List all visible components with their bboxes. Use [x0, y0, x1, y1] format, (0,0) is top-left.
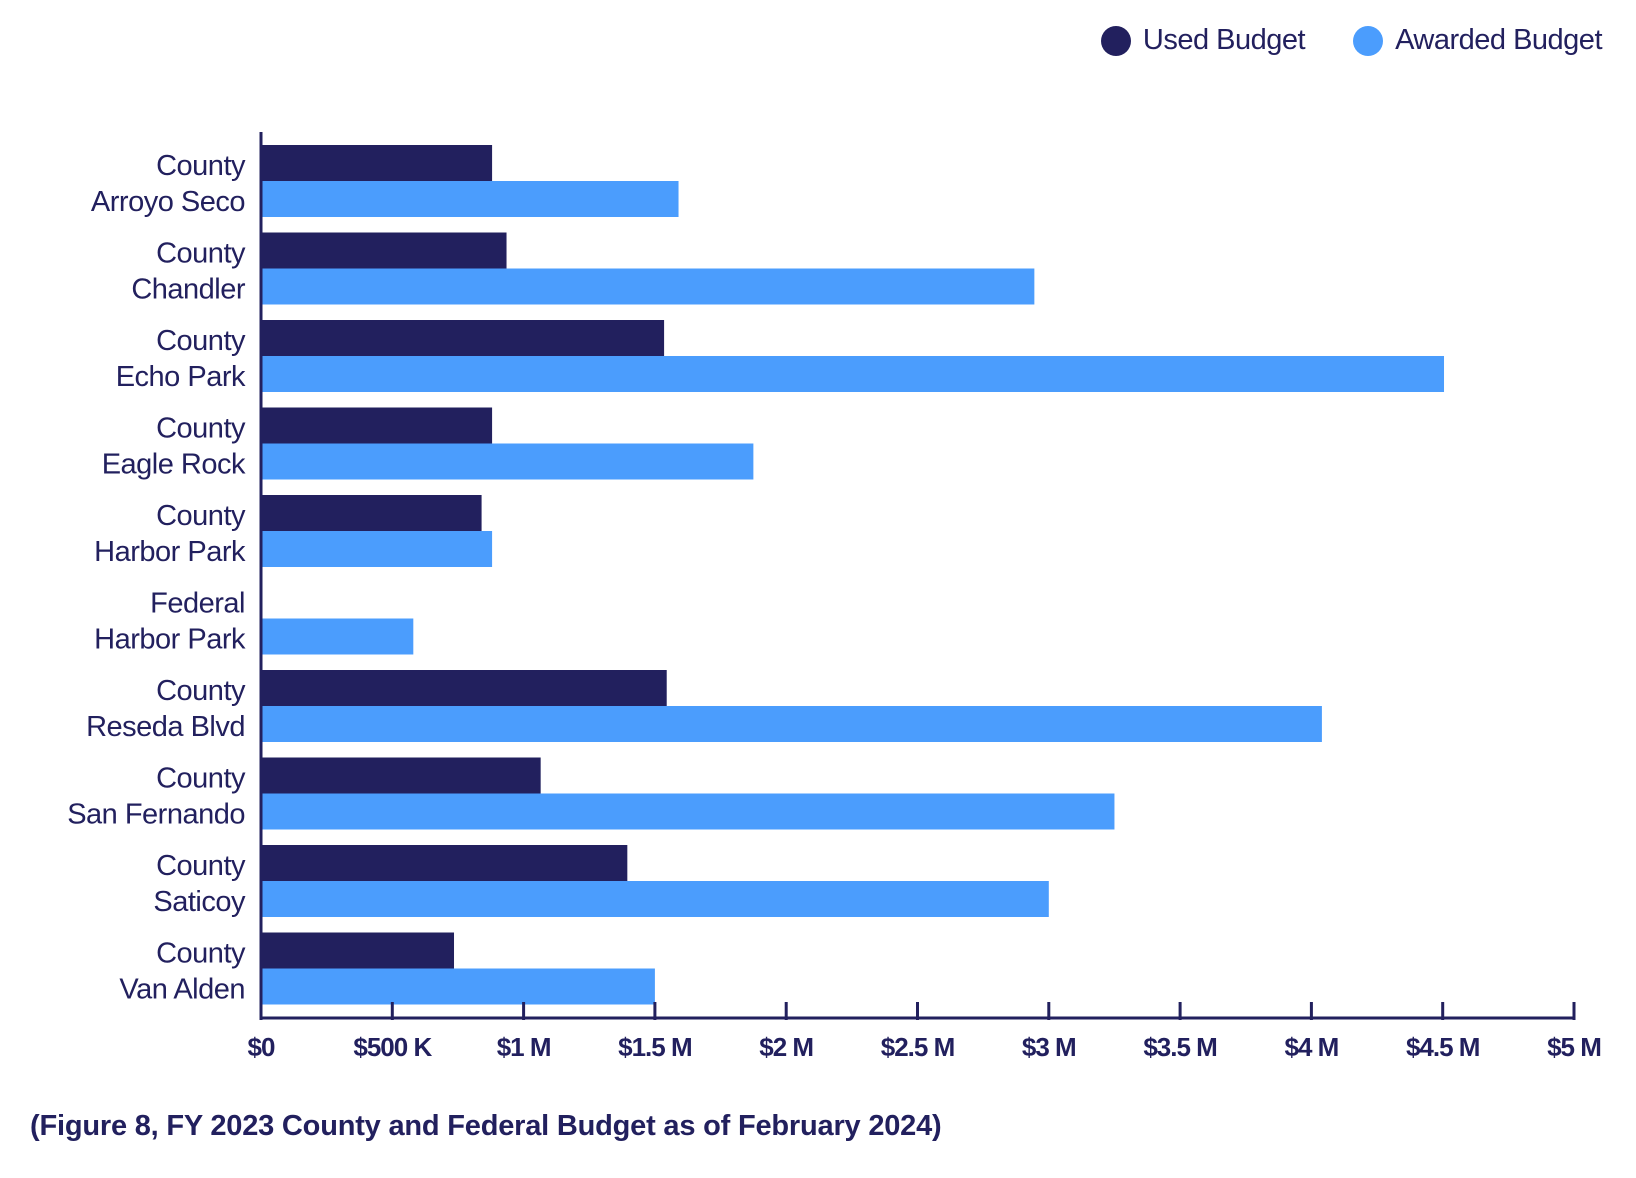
x-tick-label-10: $5 M — [1547, 1032, 1601, 1062]
category-label-0-line-1: County — [156, 150, 246, 182]
category-label-9-line-1: County — [156, 938, 246, 970]
awarded-budget-bar-4 — [261, 531, 493, 567]
legend-item-awarded: Awarded Budget — [1353, 24, 1602, 57]
category-label-9-line-2: Van Alden — [119, 974, 245, 1006]
category-label-4-line-2: Harbor Park — [94, 536, 246, 568]
used-budget-bar-0 — [261, 145, 493, 181]
used-budget-bar-8 — [261, 845, 628, 881]
used-budget-bar-2 — [261, 320, 665, 356]
category-label-1-line-2: Chandler — [131, 274, 246, 306]
used-budget-bar-9 — [261, 932, 455, 969]
category-label-8-line-1: County — [156, 850, 246, 882]
awarded-budget-bar-2 — [261, 356, 1445, 392]
category-label-0-line-2: Arroyo Seco — [91, 186, 245, 218]
x-tick-label-7: $3.5 M — [1143, 1032, 1217, 1062]
x-tick-label-0: $0 — [248, 1032, 275, 1062]
category-label-1-line-1: County — [156, 238, 246, 270]
awarded-budget-bar-1 — [261, 268, 1035, 305]
category-label-6-line-2: Reseda Blvd — [86, 711, 245, 743]
x-tick-label-5: $2.5 M — [881, 1032, 955, 1062]
awarded-budget-bar-7 — [261, 793, 1115, 830]
figure-caption: (Figure 8, FY 2023 County and Federal Bu… — [30, 1110, 942, 1142]
used-budget-bar-7 — [261, 757, 541, 794]
category-label-7-line-2: San Fernando — [67, 799, 245, 831]
category-label-5-line-1: Federal — [150, 588, 245, 620]
category-label-2-line-2: Echo Park — [116, 361, 246, 393]
awarded-budget-bar-3 — [261, 443, 754, 480]
category-label-8-line-2: Saticoy — [153, 886, 246, 918]
awarded-budget-bar-6 — [261, 706, 1322, 742]
category-label-5-line-2: Harbor Park — [94, 624, 246, 656]
legend-swatch-awarded — [1353, 25, 1384, 56]
category-label-4-line-1: County — [156, 500, 246, 532]
awarded-budget-bar-9 — [261, 968, 655, 1005]
used-budget-bar-4 — [261, 495, 482, 531]
legend-label-awarded: Awarded Budget — [1395, 24, 1602, 56]
awarded-budget-bar-8 — [261, 881, 1049, 917]
legend-swatch-used — [1100, 25, 1131, 56]
used-budget-bar-6 — [261, 670, 667, 706]
awarded-budget-bar-0 — [261, 181, 679, 217]
awarded-budget-bar-5 — [261, 618, 414, 655]
legend-label-used: Used Budget — [1142, 24, 1306, 56]
x-tick-label-1: $500 K — [353, 1032, 432, 1062]
x-tick-label-8: $4 M — [1284, 1032, 1338, 1062]
x-tick-label-9: $4.5 M — [1406, 1032, 1480, 1062]
category-label-7-line-1: County — [156, 763, 246, 795]
x-tick-label-6: $3 M — [1022, 1032, 1076, 1062]
x-tick-label-4: $2 M — [759, 1032, 813, 1062]
category-label-3-line-1: County — [156, 413, 246, 445]
legend-item-used: Used Budget — [1100, 24, 1306, 57]
category-label-3-line-2: Eagle Rock — [102, 449, 246, 481]
x-tick-label-3: $1.5 M — [618, 1032, 692, 1062]
used-budget-bar-3 — [261, 407, 493, 444]
used-budget-bar-1 — [261, 232, 507, 269]
category-label-2-line-1: County — [156, 325, 246, 357]
x-tick-label-2: $1 M — [497, 1032, 551, 1062]
chart-legend: Used Budget Awarded Budget — [1100, 24, 1602, 57]
category-label-6-line-1: County — [156, 675, 246, 707]
